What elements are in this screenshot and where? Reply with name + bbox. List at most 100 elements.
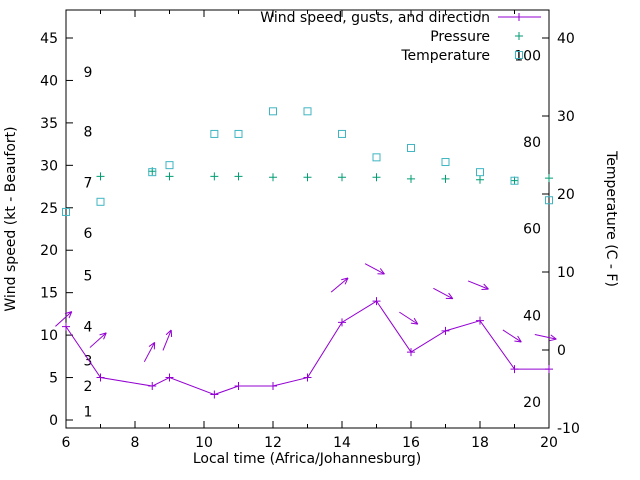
- wind-point-marker: [476, 316, 484, 325]
- gust-arrow: [143, 341, 156, 363]
- legend: Wind speed, gusts, and direction Pressure…: [260, 10, 541, 64]
- temperature-point: [441, 158, 450, 167]
- pressure-point-marker: [210, 172, 219, 181]
- temperature-point: [165, 161, 174, 170]
- wind-series: [62, 297, 553, 399]
- x-axis-title: Local time (Africa/Johannesburg): [193, 451, 421, 467]
- temperature-point: [338, 129, 346, 138]
- pressure-point-marker: [510, 176, 519, 185]
- temperature-series: [62, 107, 553, 216]
- pressure-point-marker: [165, 172, 174, 181]
- left-tick-label: 40: [40, 73, 58, 89]
- gust-arrow: [399, 311, 419, 325]
- left-axis-title: Wind speed (kt - Beaufort): [3, 126, 19, 311]
- pressure-series: [96, 167, 553, 185]
- wind-point-marker: [545, 365, 553, 374]
- gust-arrow: [433, 287, 454, 300]
- pressure-point-marker: [407, 174, 415, 183]
- wind-point-marker: [338, 318, 346, 327]
- temperature-point: [269, 107, 277, 116]
- wind-point-marker: [165, 373, 174, 382]
- right-axis-title: Temperature (C - F): [603, 150, 619, 287]
- legend-plus-sample: [515, 32, 523, 40]
- left-tick-label: 45: [40, 31, 58, 47]
- x-tick-label: 8: [131, 435, 140, 451]
- fahrenheit-label: 40: [523, 308, 541, 324]
- temperature-point: [234, 129, 243, 138]
- pressure-point-marker: [441, 174, 450, 183]
- gust-arrow: [534, 334, 557, 342]
- temperature-point: [510, 176, 519, 185]
- temperature-point: [545, 196, 553, 205]
- fahrenheit-label: 60: [523, 222, 541, 238]
- legend-plus-sample: [515, 13, 523, 21]
- plot-border: [65, 9, 550, 429]
- pressure-point-marker: [476, 175, 484, 184]
- fahrenheit-labels: 20 40 60 80 100: [514, 48, 541, 411]
- temperature-point: [303, 107, 312, 116]
- x-tick-label: 10: [195, 435, 213, 451]
- pressure-point-marker: [303, 173, 312, 182]
- right-axis: -10 0 10 20 30 40: [542, 31, 580, 437]
- legend-square-sample: [515, 51, 523, 59]
- beaufort-label: 7: [84, 175, 93, 191]
- fahrenheit-label: 20: [523, 395, 541, 411]
- left-tick-label: 30: [40, 158, 58, 174]
- beaufort-label: 5: [84, 269, 93, 285]
- gust-arrow: [364, 263, 385, 275]
- temperature-point: [62, 207, 70, 216]
- gust-arrow: [502, 329, 522, 343]
- x-tick-label: 20: [540, 435, 558, 451]
- wind-point-marker: [96, 373, 105, 382]
- wind-point-marker: [148, 382, 157, 391]
- x-tick-label: 6: [62, 435, 71, 451]
- left-axis: 0 5 10 15 20 25 30 35 40 45: [40, 31, 73, 429]
- plot-frame: [65, 9, 550, 429]
- legend-label-wind: Wind speed, gusts, and direction: [260, 10, 490, 26]
- wind-point-marker: [210, 390, 219, 399]
- temperature-point: [148, 168, 157, 177]
- wind-point-marker: [234, 382, 243, 391]
- pressure-point-marker: [234, 172, 243, 181]
- left-tick-label: 35: [40, 116, 58, 132]
- right-tick-label: 0: [557, 343, 566, 359]
- fahrenheit-label: 80: [523, 135, 541, 151]
- wind-point-marker: [62, 322, 70, 331]
- gust-direction-arrows: [55, 263, 557, 363]
- right-tick-label: 40: [557, 31, 575, 47]
- temperature-point: [210, 129, 219, 138]
- x-axis: 6 8 10 12 14 16 18 20: [62, 10, 558, 451]
- gust-arrow: [330, 277, 349, 293]
- left-tick-label: 0: [49, 413, 58, 429]
- left-tick-label: 10: [40, 328, 58, 344]
- x-tick-label: 16: [402, 435, 420, 451]
- wind-point-marker: [269, 382, 277, 391]
- beaufort-label: 8: [84, 124, 93, 140]
- pressure-point-marker: [545, 174, 553, 183]
- left-tick-label: 5: [49, 371, 58, 387]
- pressure-point-marker: [372, 173, 381, 182]
- left-tick-label: 15: [40, 286, 58, 302]
- right-tick-label: 30: [557, 109, 575, 125]
- gust-arrow: [55, 311, 73, 327]
- pressure-point-marker: [269, 173, 277, 182]
- temperature-point: [96, 197, 105, 206]
- right-tick-label: 10: [557, 265, 575, 281]
- temperature-point: [372, 153, 381, 162]
- beaufort-label: 3: [84, 354, 93, 370]
- wind-point-marker: [510, 365, 519, 374]
- x-tick-label: 18: [471, 435, 489, 451]
- beaufort-label: 1: [84, 405, 93, 421]
- temperature-point: [407, 143, 415, 152]
- right-tick-label: -10: [557, 421, 580, 437]
- temperature-point: [476, 168, 484, 177]
- x-tick-label: 14: [333, 435, 351, 451]
- wind-point-marker: [407, 348, 415, 357]
- wind-point-marker: [441, 326, 450, 335]
- x-tick-label: 12: [264, 435, 282, 451]
- gust-arrow: [467, 280, 489, 291]
- left-tick-label: 20: [40, 243, 58, 259]
- left-tick-label: 25: [40, 201, 58, 217]
